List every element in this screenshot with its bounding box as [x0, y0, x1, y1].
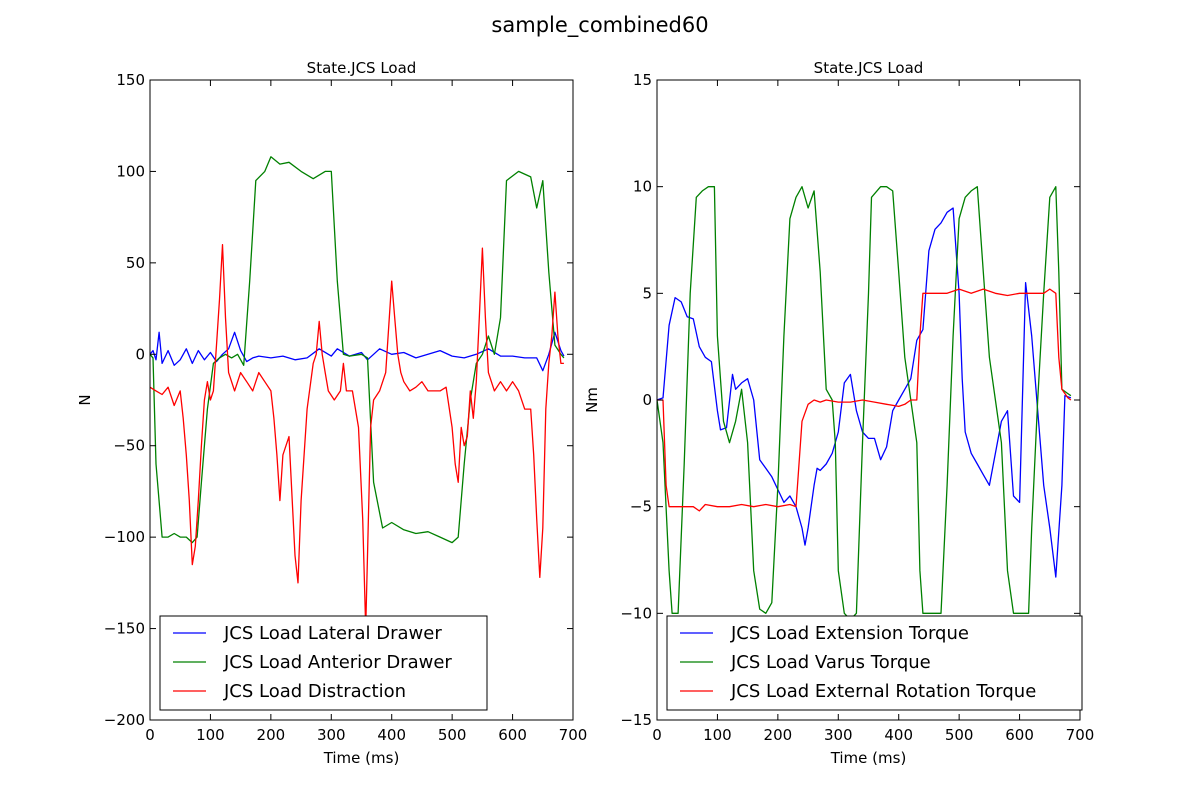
x-axis-label: Time (ms)	[830, 749, 907, 767]
x-tick-label: 0	[652, 726, 662, 744]
y-tick-label: −10	[620, 604, 652, 622]
x-tick-label: 700	[559, 726, 588, 744]
legend-box	[159, 615, 488, 711]
series-line-1	[657, 207, 1072, 578]
x-tick-label: 100	[703, 726, 732, 744]
legend-entry: JCS Load Lateral Drawer	[223, 623, 442, 644]
x-tick-label: 200	[764, 726, 793, 744]
plot-title: State.JCS Load	[814, 59, 924, 77]
figure-suptitle: sample_combined60	[491, 13, 708, 38]
y-tick-label: 15	[633, 71, 652, 89]
legend-entry: JCS Load Extension Torque	[730, 623, 969, 644]
y-tick-label: 0	[135, 345, 145, 363]
plot-title: State.JCS Load	[307, 59, 417, 77]
torque-panel: 0 100 200 300 400 500 600 700 15 10 5 0 −5 −10 −15 Stat…	[583, 59, 1094, 767]
x-axis-label: Time (ms)	[323, 749, 400, 767]
x-tick-label: 700	[1066, 726, 1095, 744]
force-panel: 0 100 200 300 400 500 600 700150100500−50−100−1…	[76, 59, 587, 767]
x-tick-label: 600	[1005, 726, 1034, 744]
legend-entry: JCS Load Anterior Drawer	[223, 652, 452, 673]
y-tick-label: −100	[104, 528, 145, 546]
legend: JCS Load Extension Torque JCS Load Varus …	[666, 615, 1083, 711]
legend-entry: JCS Load Distraction	[223, 681, 406, 702]
legend-entry: JCS Load External Rotation Torque	[730, 681, 1036, 702]
legend-box	[666, 615, 1083, 711]
x-tick-label: 400	[884, 726, 913, 744]
y-tick-label: −15	[620, 711, 652, 729]
series-line-2	[150, 156, 565, 544]
y-tick-label: −200	[104, 711, 145, 729]
series-line-1	[150, 331, 565, 372]
series-line-2	[657, 186, 1072, 621]
x-tick-label: 400	[377, 726, 406, 744]
x-tick-label: 100	[196, 726, 225, 744]
x-tick-label: 300	[824, 726, 853, 744]
y-tick-label: 0	[642, 391, 652, 409]
axes-frame	[149, 79, 574, 721]
x-tick-label: 500	[438, 726, 467, 744]
y-tick-label: −150	[104, 620, 145, 638]
y-tick-label: −50	[113, 437, 145, 455]
x-tick-label: 500	[945, 726, 974, 744]
x-tick-label: 0	[145, 726, 155, 744]
series-lines	[150, 156, 565, 630]
x-tick-label: 600	[498, 726, 527, 744]
x-tick-label: 200	[257, 726, 286, 744]
y-tick-label: 100	[116, 162, 145, 180]
legend: JCS Load Lateral Drawer JCS Load Anterior…	[159, 615, 488, 711]
y-tick-label: 50	[126, 254, 145, 272]
y-axis-label: Nm	[583, 387, 601, 413]
y-tick-label: −5	[630, 498, 652, 516]
series-lines	[657, 186, 1072, 621]
series-line-3	[657, 288, 1072, 512]
series-line-3	[150, 243, 564, 630]
x-tick-label: 300	[317, 726, 346, 744]
y-tick-label: 150	[116, 71, 145, 89]
legend-entry: JCS Load Varus Torque	[730, 652, 931, 673]
y-tick-label: 10	[633, 178, 652, 196]
y-axis-label: N	[76, 394, 94, 405]
y-tick-label: 5	[642, 284, 652, 302]
